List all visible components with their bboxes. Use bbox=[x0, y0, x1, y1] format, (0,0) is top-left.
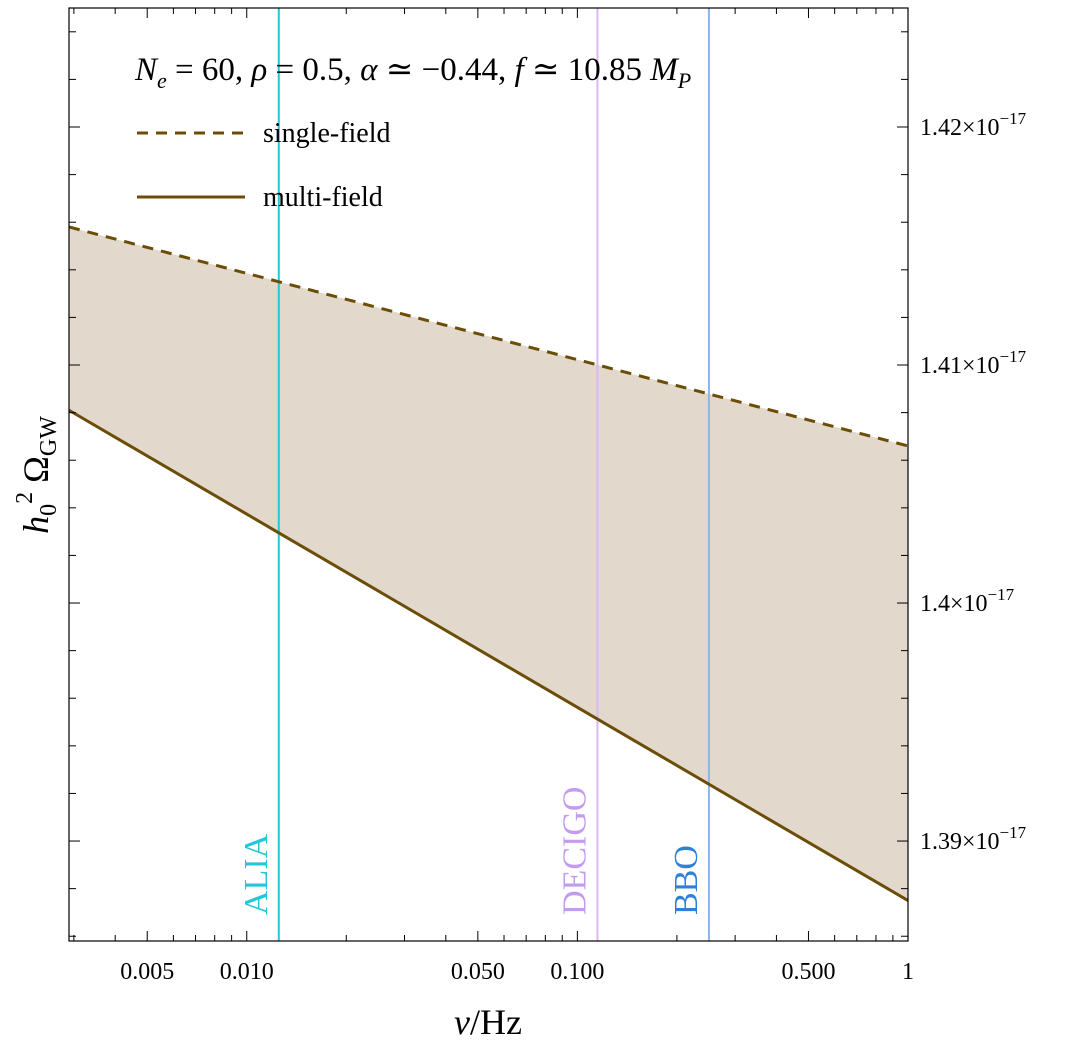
x-tick-label: 0.100 bbox=[550, 959, 604, 985]
y-tick-label: 1.42×10−17 bbox=[920, 109, 1027, 141]
x-axis-label: ν/Hz bbox=[454, 1002, 522, 1042]
chart-legend: single-field multi-field bbox=[137, 118, 391, 213]
vline-label-decigo: DECIGO bbox=[556, 787, 593, 915]
series-line-multi-field bbox=[68, 408, 909, 902]
x-tick-label: 0.500 bbox=[781, 959, 835, 985]
series-line-single-field bbox=[68, 225, 909, 448]
legend-label-single-field: single-field bbox=[263, 118, 391, 149]
chart-title: Ne = 60, ρ = 0.5, α ≃ −0.44, f ≃ 10.85 M… bbox=[134, 52, 691, 93]
y-tick-label: 1.39×10−17 bbox=[920, 823, 1027, 855]
y-axis-label: h02 ΩGW bbox=[12, 416, 62, 534]
plot-area: ALIA DECIGO BBO bbox=[68, 8, 909, 941]
legend-label-multi-field: multi-field bbox=[263, 182, 383, 213]
x-tick-label: 1 bbox=[902, 959, 914, 985]
y-tick-label: 1.41×10−17 bbox=[920, 347, 1027, 379]
vline-label-alia: ALIA bbox=[238, 833, 275, 915]
x-tick-label: 0.005 bbox=[120, 959, 174, 985]
axis-ticks: 0.005 0.010 0.050 0.100 0.500 1 1.39×10−17 1.4×… bbox=[69, 8, 1027, 985]
y-tick-label: 1.4×10−17 bbox=[920, 585, 1015, 617]
x-tick-label: 0.050 bbox=[451, 959, 505, 985]
plot-frame bbox=[68, 7, 909, 942]
x-tick-label: 0.010 bbox=[220, 959, 274, 985]
vline-label-bbo: BBO bbox=[668, 845, 705, 915]
